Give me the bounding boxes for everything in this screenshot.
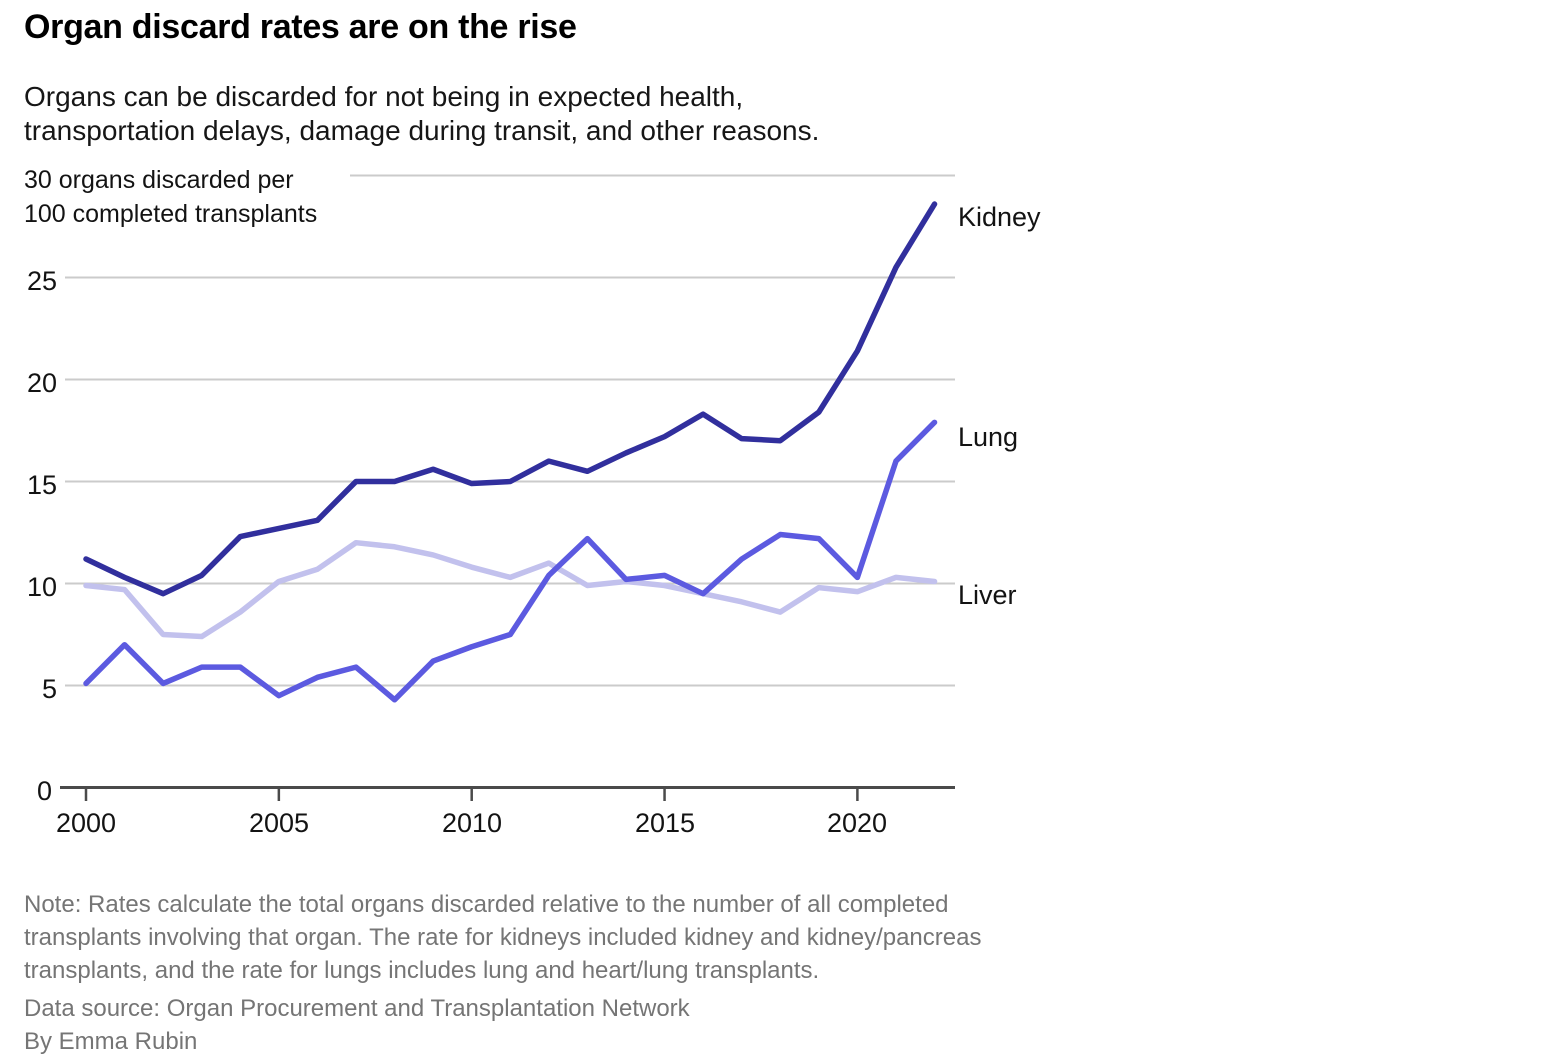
x-tick-label-2015: 2015: [635, 808, 695, 838]
y-tick-label-5: 5: [42, 674, 57, 704]
y-axis-title-line2: 100 completed transplants: [24, 200, 317, 228]
y-tick-label-10: 10: [27, 572, 57, 602]
x-tick-label-2000: 2000: [56, 808, 116, 838]
y-tick-label-20: 20: [27, 368, 57, 398]
note-line-1: Note: Rates calculate the total organs d…: [24, 891, 949, 918]
x-tick-label-2020: 2020: [827, 808, 887, 838]
x-tick-label-2010: 2010: [442, 808, 502, 838]
kidney-line: [83, 201, 938, 597]
chart-footer: Note: Rates calculate the total organs d…: [24, 888, 981, 1056]
note-line-3: transplants, and the rate for lungs incl…: [24, 957, 820, 984]
subtitle-line-1: Organs can be discarded for not being in…: [24, 81, 744, 112]
note-line-2: transplants involving that organ. The ra…: [24, 924, 982, 951]
series-label-liver: Liver: [958, 580, 1017, 610]
subtitle-line-2: transportation delays, damage during tra…: [24, 115, 820, 146]
y-tick-label-15: 15: [27, 470, 57, 500]
series-label-kidney: Kidney: [958, 202, 1041, 232]
liver-line: [83, 539, 938, 640]
x-tick-label-2005: 2005: [249, 808, 309, 838]
y-tick-label-25: 25: [27, 266, 57, 296]
chart-subtitle: Organs can be discarded for not being in…: [24, 80, 819, 148]
data-source: Data source: Organ Procurement and Trans…: [24, 995, 690, 1022]
series-label-lung: Lung: [958, 422, 1018, 452]
page-title: Organ discard rates are on the rise: [24, 8, 577, 46]
byline: By Emma Rubin: [24, 1028, 198, 1055]
lung-line: [83, 419, 938, 703]
y-axis-title-line1: 30 organs discarded per: [24, 166, 294, 194]
gridlines: [60, 174, 955, 801]
y-tick-label-0: 0: [37, 776, 52, 806]
